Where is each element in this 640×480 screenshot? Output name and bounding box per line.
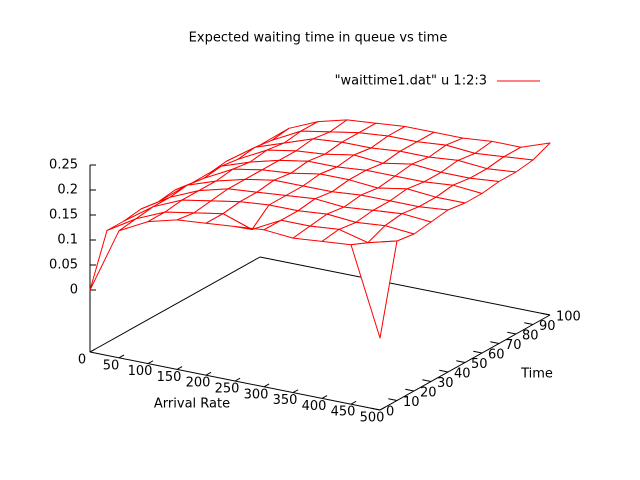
x-tick-label: 300 [244,387,269,402]
base-edge [259,256,551,316]
x-tick [205,371,212,376]
y-tick [439,369,449,373]
x-tick [379,406,386,411]
y-tick-label: 60 [488,348,505,363]
y-tick [541,312,551,316]
base-edge [89,256,261,353]
y-tick [422,379,432,382]
y-tick [507,331,517,335]
y-tick [405,388,415,392]
surface-cell [350,240,398,339]
y-tick-label: 10 [403,395,420,410]
z-tick-label: 0.1 [57,233,78,248]
y-tick-label: 0 [386,405,394,420]
x-tick-label: 400 [302,399,327,414]
z-tick-label: 0.25 [49,158,78,173]
y-tick [456,360,466,363]
y-tick [371,407,381,411]
z-tick-label: 0.2 [57,183,78,198]
x-tick [89,348,96,353]
legend-label: "waittime1.dat" u 1:2:3 [335,74,487,89]
y-tick [388,398,398,401]
x-tick [176,366,183,370]
x-tick [263,383,270,388]
z-tick-label: 0 [70,283,78,298]
y-tick-label: 20 [420,386,437,401]
x-tick-label: 0 [78,353,86,368]
x-tick-label: 50 [103,358,120,373]
y-tick [473,350,483,354]
x-tick [350,400,357,405]
x-tick [147,360,154,365]
z-tick-label: 0.05 [49,258,78,273]
x-tick [118,354,125,359]
y-axis-label: Time [520,367,553,382]
z-tick-label: 0.15 [49,208,78,223]
x-tick-label: 350 [273,393,298,408]
y-tick-label: 50 [471,357,488,372]
y-tick-label: 40 [454,367,471,382]
x-axis-label: Arrival Rate [154,397,230,412]
x-tick-label: 250 [215,382,240,397]
axes: 00.050.10.150.20.250 50 100 150 200 250 300 350… [49,158,581,426]
y-tick-label: 80 [522,329,539,344]
y-tick-label: 90 [539,319,556,334]
y-tick [524,322,534,325]
surface [89,119,551,339]
x-tick-label: 200 [186,376,211,391]
x-tick [292,389,299,394]
x-tick-label: 450 [331,405,356,420]
y-tick [490,341,500,344]
x-tick-label: 150 [157,370,182,385]
y-tick-label: 30 [437,376,454,391]
y-tick-label: 100 [556,310,581,325]
x-tick-label: 100 [128,364,153,379]
chart-title: Expected waiting time in queue vs time [189,31,448,46]
x-tick-label: 500 [360,411,385,426]
y-tick-label: 70 [505,338,522,353]
x-tick [234,377,241,382]
x-tick [321,395,328,399]
